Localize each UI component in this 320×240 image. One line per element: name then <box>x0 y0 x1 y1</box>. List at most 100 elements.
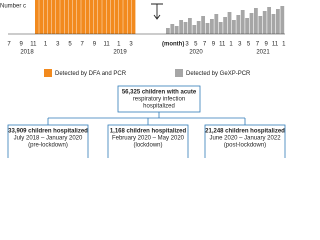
bar-shape <box>271 14 276 34</box>
child-box <box>107 124 189 158</box>
connectors <box>47 112 246 125</box>
legend-swatch <box>44 69 52 77</box>
bar-shape <box>201 16 205 34</box>
year-label: 2018 <box>20 50 34 56</box>
y-axis-label: Number c <box>0 4 26 10</box>
bar-shape <box>245 18 249 34</box>
bar-shape <box>106 0 111 34</box>
child-box <box>204 124 286 158</box>
x-tick-label: 9 <box>93 42 97 48</box>
x-tick-label: 9 <box>265 42 269 48</box>
x-tick-label: 1 <box>282 42 286 48</box>
bar-shape <box>102 0 106 34</box>
x-tick-label: 1 <box>44 42 48 48</box>
bar-shape <box>131 0 136 34</box>
bar-shape <box>218 22 223 34</box>
x-tick-label: 11 <box>103 42 110 48</box>
bar-shape <box>223 17 227 34</box>
bar-shape <box>64 0 69 34</box>
root-text: respiratory infection <box>133 97 185 103</box>
bar-shape <box>254 8 258 34</box>
x-tick-label: 5 <box>194 42 198 48</box>
bar-shape <box>123 0 127 34</box>
bar-shape <box>35 0 39 34</box>
x-tick-label: 9 <box>212 42 216 48</box>
x-tick-label: 11 <box>219 42 226 48</box>
x-tick-label: 7 <box>81 42 85 48</box>
x-tick-label: 11 <box>30 42 37 48</box>
bar-shape <box>174 26 179 34</box>
x-tick-label: 5 <box>68 42 72 48</box>
bar-shape <box>93 0 98 34</box>
bar-shape <box>210 19 214 34</box>
bar-shape <box>232 20 236 34</box>
bar-shape <box>280 6 285 34</box>
root-text: hospitalized <box>143 104 175 110</box>
legend-label: Detected by GeXP-PCR <box>186 71 251 77</box>
bar-shape <box>85 0 90 34</box>
legend-label: Detected by DFA and PCR <box>55 71 127 77</box>
x-tick-label: 5 <box>247 42 251 48</box>
x-tick-label: 1 <box>229 42 233 48</box>
bar-shape <box>51 0 56 34</box>
x-tick-label: 11 <box>272 42 279 48</box>
year-label: 2020 <box>189 50 203 56</box>
bar-shape <box>183 22 188 34</box>
bar-shape <box>192 25 197 34</box>
child-text: (pre-lockdown) <box>28 143 68 149</box>
bar-shape <box>262 11 267 34</box>
x-tick-label: 3 <box>238 42 242 48</box>
bar-shape <box>77 0 81 34</box>
x-tick-label: 1 <box>117 42 121 48</box>
root-text: 56,325 children with acute <box>122 90 197 96</box>
bar-shape <box>214 14 219 34</box>
bar-shape <box>110 0 115 34</box>
bar-shape <box>196 21 201 34</box>
bar-shape <box>43 0 48 34</box>
legend-swatch <box>175 69 183 77</box>
bar-shape <box>89 0 94 34</box>
bar-shape <box>60 0 64 34</box>
bar-shape <box>205 23 210 34</box>
bar-shape <box>119 0 123 34</box>
child-text: July 2018 – January 2020 <box>14 136 83 142</box>
bar-shape <box>98 0 102 34</box>
bar-shape <box>39 0 43 34</box>
x-tick-label: 3 <box>129 42 133 48</box>
child-text: (post-lockdown) <box>224 143 266 149</box>
bar-shape <box>227 12 232 34</box>
figure: Number c (month) Detected by DFA and PCR… <box>0 0 286 158</box>
bar-shape <box>127 0 132 34</box>
bar-shape <box>170 24 175 34</box>
bar-shape <box>56 0 60 34</box>
child-text: 21,248 children hospitalized <box>205 129 285 135</box>
year-label: 2021 <box>256 50 270 56</box>
lockdown-arrow <box>151 3 163 20</box>
child-box <box>7 124 89 158</box>
x-tick-label: 7 <box>203 42 207 48</box>
x-tick-label: 9 <box>20 42 24 48</box>
bar-shape <box>166 28 170 34</box>
bar-shape <box>179 20 183 34</box>
bar-shape <box>72 0 77 34</box>
x-tick-label: 3 <box>185 42 189 48</box>
child-text: (lockdown) <box>133 143 162 149</box>
bar-shape <box>249 13 254 34</box>
bar-shape <box>188 18 192 34</box>
bar-shape <box>258 16 263 34</box>
child-text: February 2020 – May 2020 <box>112 136 185 142</box>
x-tick-label: 7 <box>7 42 11 48</box>
x-tick-label: 3 <box>56 42 60 48</box>
child-text: 33,909 children hospitalized <box>8 129 88 135</box>
bar-shape <box>267 7 271 34</box>
child-text: 1,168 children hospitalized <box>110 129 187 135</box>
bar-shape <box>47 0 52 34</box>
child-text: June 2020 – January 2022 <box>209 136 281 142</box>
year-label: 2019 <box>113 50 127 56</box>
bar-shape <box>276 9 280 34</box>
x-axis-label: (month) <box>162 42 184 48</box>
bar-shape <box>114 0 119 34</box>
bar-shape <box>68 0 73 34</box>
bar-art <box>35 0 285 34</box>
bar-shape <box>81 0 85 34</box>
